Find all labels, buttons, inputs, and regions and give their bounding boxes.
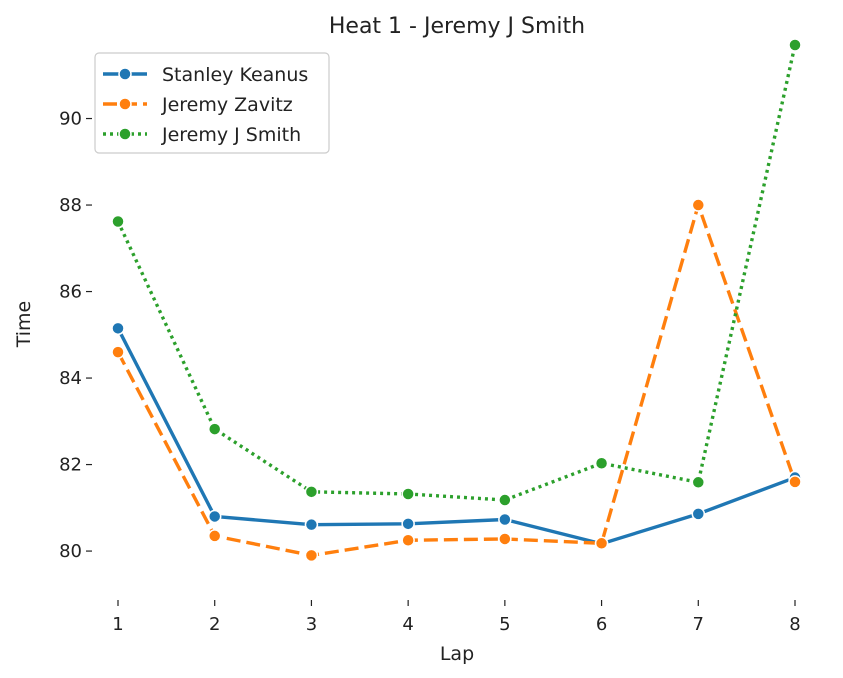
- x-tick-label: 4: [402, 614, 413, 635]
- series-2-point: [207, 529, 222, 543]
- x-tick-label: 7: [693, 614, 704, 635]
- legend-box: [94, 52, 330, 154]
- series-line-1: [116, 327, 796, 546]
- x-axis-ticks: 1 2 3 4 5 6 7 8: [112, 600, 801, 635]
- legend-marker-2: [118, 97, 132, 111]
- y-axis-label: Time: [13, 301, 35, 349]
- x-tick-label: 2: [209, 614, 220, 635]
- series-3-point: [498, 493, 512, 507]
- series-2-point: [594, 536, 609, 551]
- series-line-3: [116, 44, 797, 502]
- series-2-point: [401, 533, 415, 548]
- y-tick-label: 84: [59, 368, 82, 389]
- y-tick-label: 82: [59, 455, 82, 476]
- series-1-point: [304, 517, 319, 532]
- series-1-point: [498, 512, 512, 527]
- y-tick-label: 86: [59, 282, 82, 303]
- y-tick-label: 90: [59, 109, 82, 130]
- legend-label-3: Jeremy J Smith: [161, 124, 301, 146]
- series-1-point: [691, 507, 706, 521]
- x-tick-label: 6: [596, 614, 607, 635]
- series-2-point: [111, 345, 125, 359]
- x-tick-label: 8: [789, 614, 800, 635]
- series-3-point: [594, 456, 609, 471]
- y-tick-label: 88: [59, 195, 82, 216]
- series-1-point: [111, 321, 125, 336]
- series-1-point: [207, 509, 222, 524]
- series-3-point: [304, 485, 319, 499]
- series-2-point: [498, 532, 512, 546]
- series-layer: [111, 38, 802, 563]
- series-1-point: [401, 517, 415, 531]
- y-axis-ticks: 80 82 84 86 88 90: [59, 109, 92, 562]
- series-3-point: [401, 487, 415, 501]
- series-2-point: [788, 475, 802, 489]
- series-line-2: [116, 203, 797, 558]
- legend-marker-3: [118, 127, 132, 141]
- series-2-point: [304, 548, 319, 563]
- legend-label-1: Stanley Keanus: [162, 64, 308, 86]
- series-3-point: [788, 38, 802, 52]
- legend-label-2: Jeremy Zavitz: [161, 94, 293, 116]
- x-tick-label: 1: [112, 614, 123, 635]
- series-2-point: [691, 198, 706, 212]
- chart-title: Heat 1 - Jeremy J Smith: [329, 14, 585, 39]
- series-3-point: [111, 214, 125, 229]
- y-tick-label: 80: [59, 541, 82, 562]
- series-3-point: [691, 475, 706, 490]
- x-tick-label: 3: [306, 614, 317, 635]
- legend-marker-1: [118, 67, 132, 81]
- x-tick-label: 5: [499, 614, 510, 635]
- series-3-point: [207, 422, 222, 436]
- legend: Stanley Keanus Jeremy Zavitz Jeremy J Smit…: [94, 52, 330, 154]
- x-axis-label: Lap: [440, 643, 474, 665]
